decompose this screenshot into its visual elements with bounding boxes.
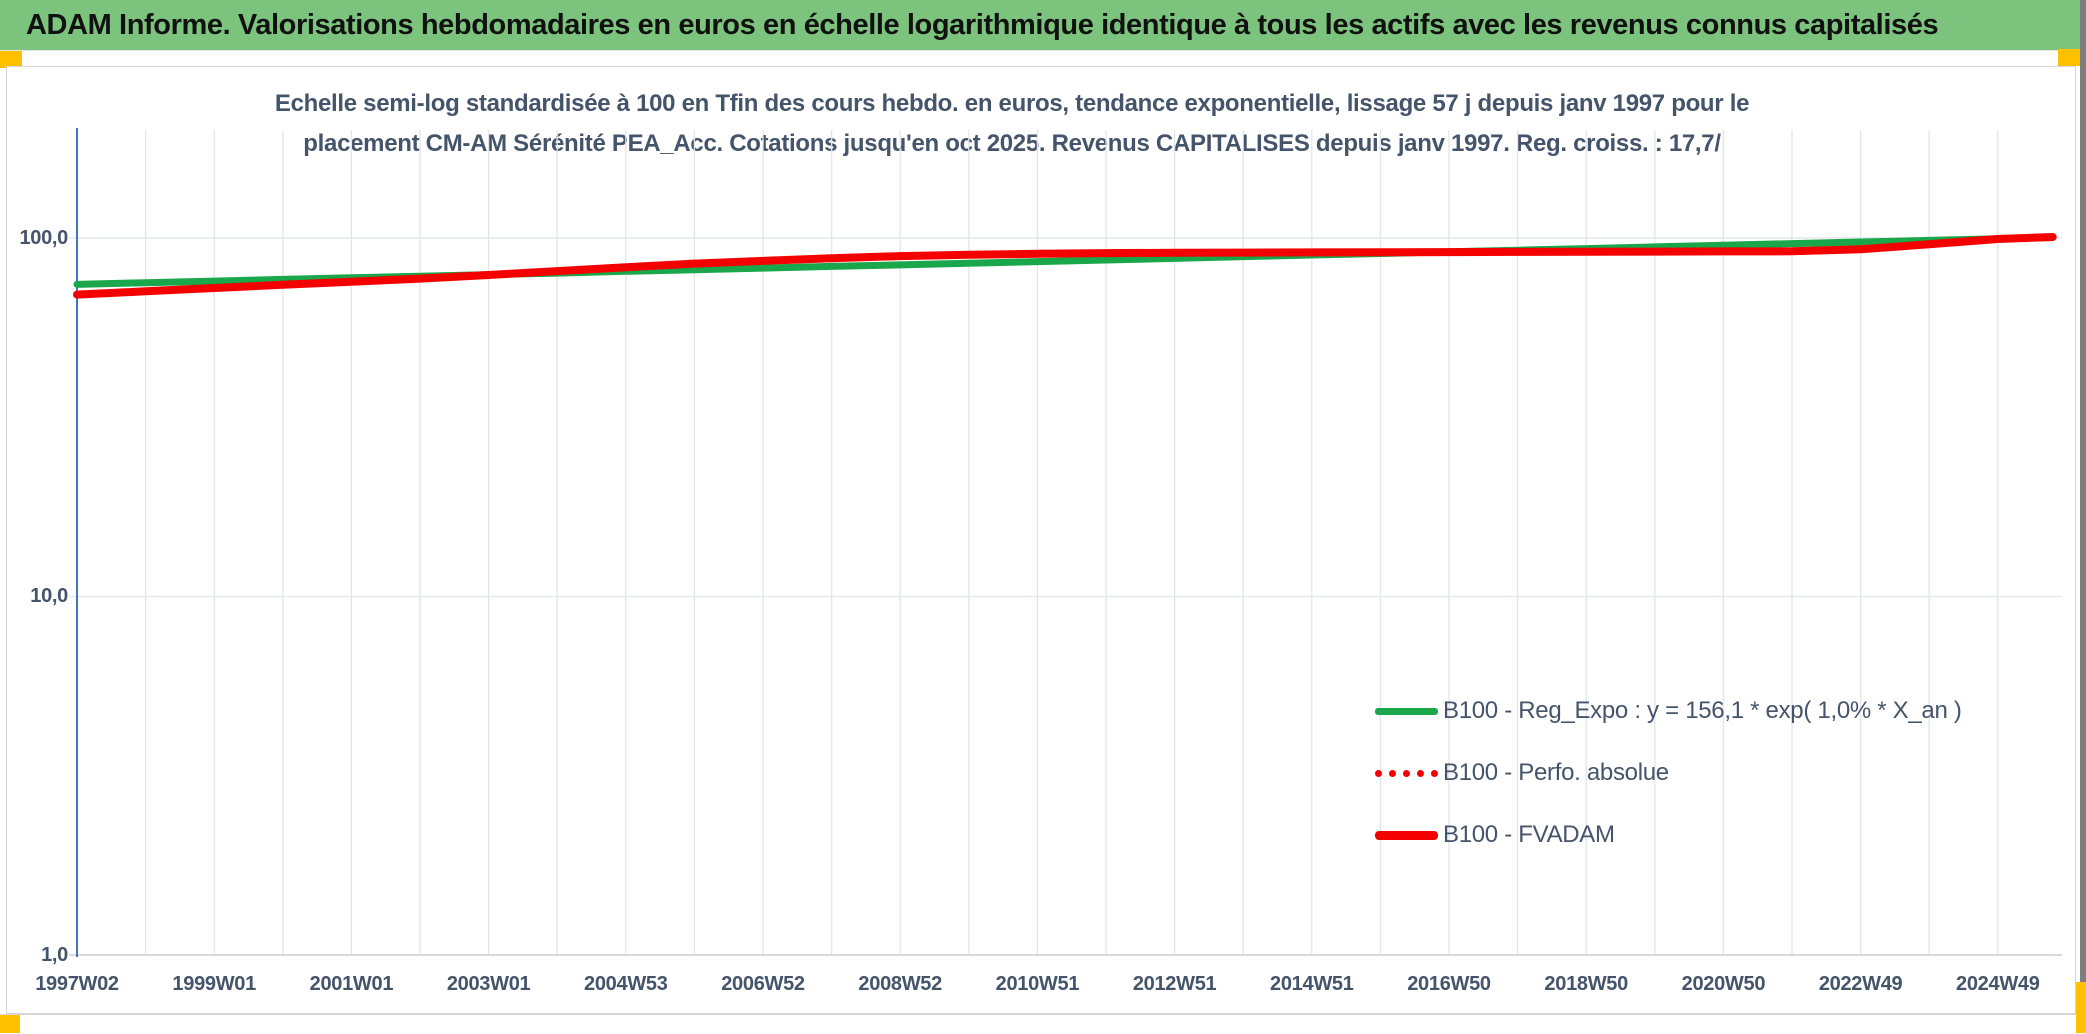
legend-label: B100 - FVADAM: [1443, 821, 1615, 848]
chart-legend[interactable]: B100 - Reg_Expo : y = 156,1 * exp( 1,0% …: [1375, 688, 1962, 874]
orange-handle-bottom-left: [0, 1015, 20, 1033]
legend-label: B100 - Reg_Expo : y = 156,1 * exp( 1,0% …: [1443, 697, 1962, 724]
legend-item-fvadam[interactable]: B100 - FVADAM: [1375, 812, 1962, 858]
legend-label: B100 - Perfo. absolue: [1443, 759, 1669, 786]
chart-title: Echelle semi-log standardisée à 100 en T…: [77, 84, 1947, 164]
series-line-2[interactable]: [73, 233, 2057, 299]
bottom-row: [0, 1014, 2086, 1034]
red-dotted-line-swatch-icon: [1375, 769, 1438, 777]
title-banner: ADAM Informe. Valorisations hebdomadaire…: [0, 0, 2086, 51]
green-line-swatch-icon: [1375, 707, 1438, 715]
orange-handle-bottom-right: [2076, 982, 2086, 1033]
orange-handle-top-right: [2058, 49, 2080, 66]
legend-item-perfo-absolue[interactable]: B100 - Perfo. absolue: [1375, 750, 1962, 796]
chart-title-line1: Echelle semi-log standardisée à 100 en T…: [274, 90, 1750, 117]
chart-title-line2: placement CM-AM Sérénité PEA_Acc. Cotati…: [303, 130, 1721, 157]
orange-handle-top-left: [0, 51, 22, 68]
spacer-row: [0, 51, 2086, 68]
banner-title: ADAM Informe. Valorisations hebdomadaire…: [26, 8, 1939, 41]
window-right-edge: [2080, 0, 2086, 1033]
legend-item-reg-expo[interactable]: B100 - Reg_Expo : y = 156,1 * exp( 1,0% …: [1375, 688, 1962, 734]
red-line-swatch-icon: [1375, 830, 1438, 840]
